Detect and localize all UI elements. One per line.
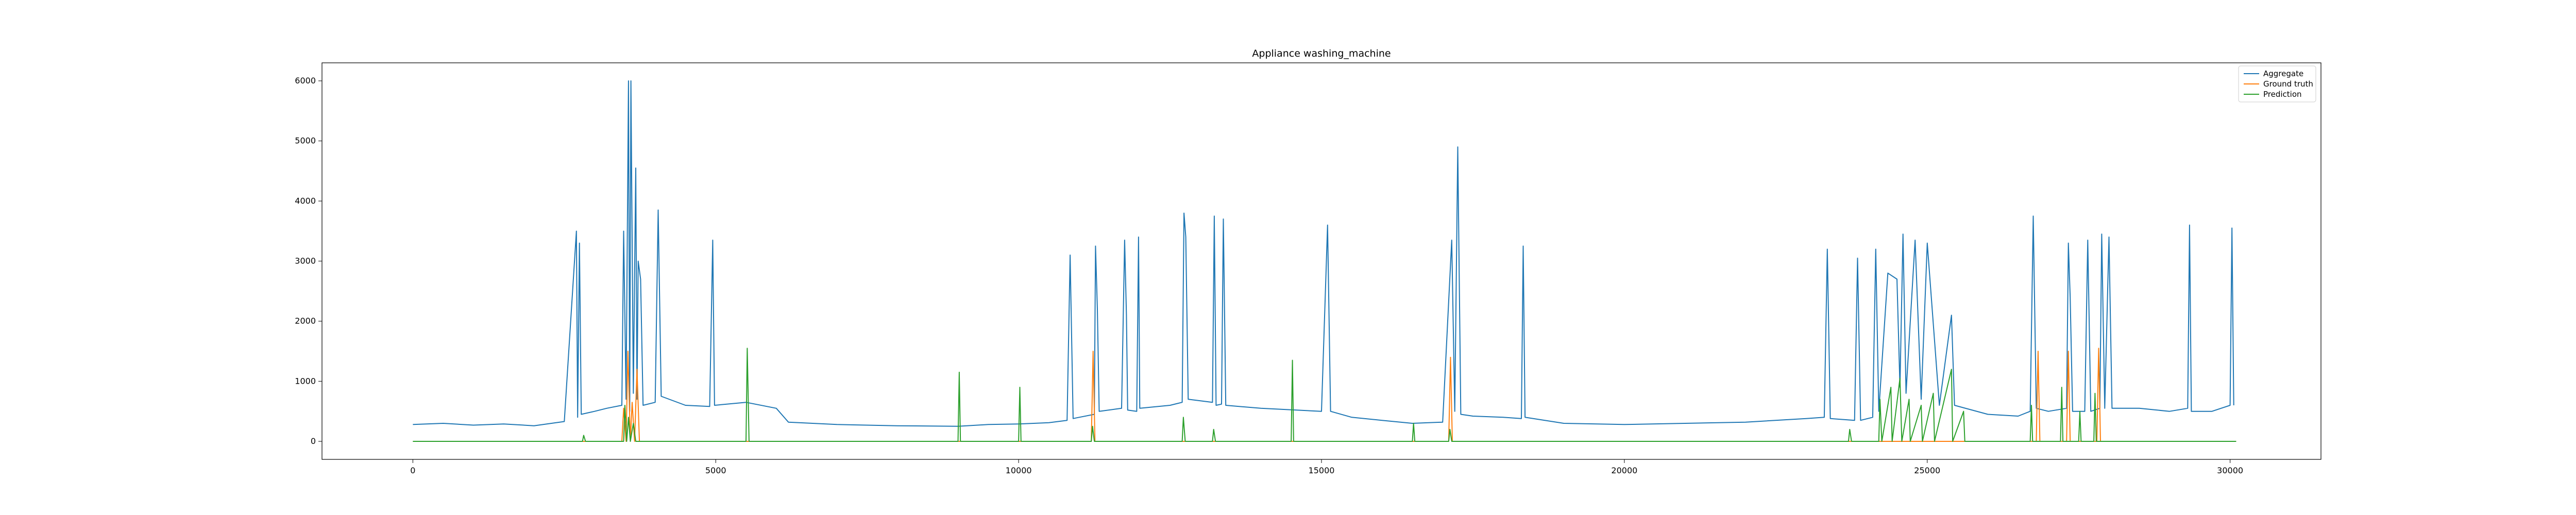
plot-area <box>413 80 2236 442</box>
x-tick-label: 25000 <box>1914 466 1940 475</box>
y-tick-label: 6000 <box>295 76 316 85</box>
plot-frame <box>321 62 2321 460</box>
y-tick-label: 0 <box>311 436 316 446</box>
x-tick-label: 10000 <box>1006 466 1032 475</box>
x-tick-label: 5000 <box>705 466 726 475</box>
x-axis: 0 5000 10000 15000 20000 25000 30000 <box>410 459 2243 475</box>
x-tick-label: 15000 <box>1309 466 1335 475</box>
y-tick-label: 5000 <box>295 136 316 146</box>
x-tick-label: 30000 <box>2217 466 2243 475</box>
y-tick-label: 3000 <box>295 256 316 266</box>
y-tick-label: 1000 <box>295 376 316 386</box>
x-tick-label: 0 <box>410 466 415 475</box>
legend-box <box>2238 65 2316 102</box>
chart-title: Appliance washing_machine <box>1252 48 1391 59</box>
legend-label: Ground truth <box>2263 79 2313 89</box>
y-tick-label: 4000 <box>295 196 316 205</box>
y-axis: 0 1000 2000 3000 4000 5000 6000 <box>295 76 322 446</box>
series-line-aggregate <box>413 80 2234 427</box>
series-line-prediction <box>413 348 2236 442</box>
legend-label: Prediction <box>2263 90 2302 99</box>
x-tick-label: 20000 <box>1611 466 1637 475</box>
y-tick-label: 2000 <box>295 316 316 326</box>
legend-label: Aggregate <box>2263 69 2303 78</box>
